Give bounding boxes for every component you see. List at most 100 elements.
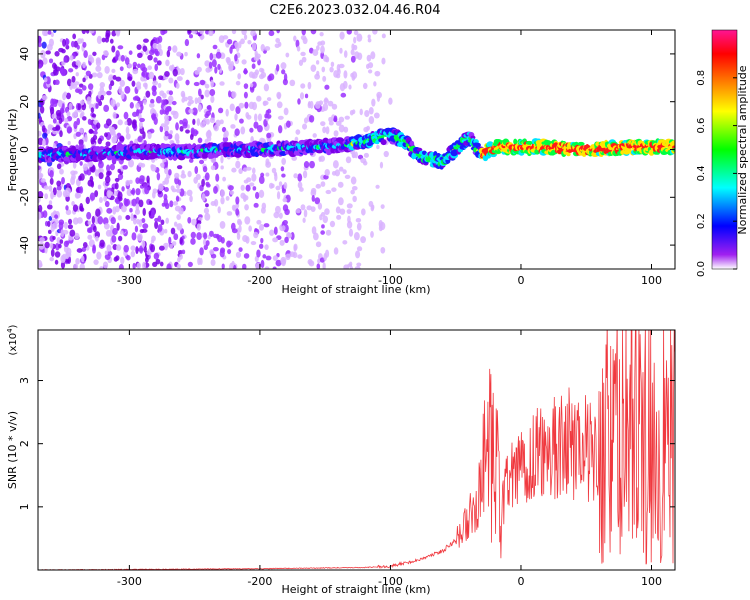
heatmap-cell [231, 228, 238, 234]
heatmap-cell [191, 218, 197, 226]
heatmap-cell [59, 168, 64, 175]
heatmap-cell [301, 30, 306, 36]
heatmap-cell [249, 182, 255, 187]
heatmap-cell [205, 110, 211, 116]
heatmap-cell [258, 189, 265, 198]
heatmap-cell [206, 118, 210, 125]
heatmap-cell [52, 236, 56, 241]
heatmap-cell [300, 83, 306, 89]
colorbar-label: Normalized spectral amplitude [736, 65, 749, 234]
heatmap-cell [342, 240, 348, 245]
heatmap-cell [256, 219, 262, 225]
heatmap-cell [197, 137, 203, 144]
heatmap-cell [179, 237, 183, 245]
heatmap-cell [115, 50, 120, 58]
heatmap-cell [164, 71, 170, 77]
heatmap-cell [209, 117, 216, 124]
heatmap-cell [211, 59, 217, 68]
heatmap-cell [54, 214, 59, 219]
bottom-x-axis-label: Height of straight line (km) [281, 583, 430, 596]
heatmap-cell [84, 133, 88, 143]
heatmap-cell [250, 30, 257, 37]
heatmap-cell [141, 218, 146, 224]
heatmap-cell [61, 48, 66, 54]
heatmap-cell [92, 225, 97, 233]
heatmap-cell [141, 228, 148, 233]
heatmap-cell [240, 38, 245, 45]
heatmap-cell [132, 96, 138, 101]
heatmap-cell [250, 241, 257, 246]
heatmap-cell [48, 185, 53, 192]
heatmap-cell [73, 170, 78, 175]
heatmap-cell [66, 126, 73, 134]
heatmap-cell [194, 97, 198, 105]
heatmap-cell [136, 262, 142, 269]
heatmap-cell [56, 163, 62, 170]
heatmap-cell [231, 91, 237, 99]
heatmap-cell [94, 169, 99, 177]
heatmap-cell [92, 244, 96, 251]
heatmap-cell [128, 159, 135, 168]
heatmap-cell [111, 68, 116, 74]
snr-series-line [38, 330, 675, 570]
heatmap-cell [155, 95, 162, 104]
heatmap-cell [185, 129, 190, 134]
heatmap-cell [117, 45, 124, 50]
heatmap-cell [118, 263, 124, 269]
heatmap-cell [43, 185, 49, 190]
heatmap-cell [253, 231, 259, 239]
heatmap-cell [266, 114, 272, 119]
heatmap-cell [164, 119, 170, 126]
heatmap-cell [168, 77, 174, 84]
heatmap-cell [324, 208, 330, 216]
x-tick-label: 100 [641, 274, 662, 287]
heatmap-cell [217, 63, 221, 70]
heatmap-cell [73, 263, 79, 269]
heatmap-cell [117, 119, 123, 126]
heatmap-cell [258, 73, 265, 80]
heatmap-cell [314, 197, 321, 205]
heatmap-cell [117, 235, 123, 242]
heatmap-cell [367, 38, 372, 43]
heatmap-cell [69, 229, 76, 237]
heatmap-cell [38, 204, 43, 213]
heatmap-cell [281, 157, 287, 165]
heatmap-cell [251, 173, 257, 182]
heatmap-cell [221, 263, 225, 269]
heatmap-cell [138, 162, 143, 168]
y-tick-label: 2 [18, 440, 31, 447]
heatmap-cell [49, 242, 54, 249]
heatmap-cell [204, 60, 211, 67]
heatmap-cell [131, 232, 137, 241]
heatmap-cell [93, 259, 99, 265]
heatmap-cell [349, 109, 354, 116]
heatmap-cell [210, 201, 217, 206]
heatmap-cell [231, 30, 237, 35]
heatmap-cell [176, 76, 183, 82]
heatmap-cell [253, 202, 259, 208]
bottom-x-axis: -300 -200 -100 0 100 [117, 330, 662, 588]
heatmap-cell [277, 92, 281, 100]
heatmap-cell [106, 207, 113, 214]
heatmap-cell [158, 75, 164, 81]
heatmap-cell [280, 256, 287, 265]
heatmap-cell [126, 117, 133, 126]
heatmap-cell [246, 177, 252, 183]
heatmap-cell [353, 44, 358, 51]
heatmap-cell [251, 63, 256, 69]
heatmap-cell [38, 165, 41, 171]
heatmap-cell [178, 207, 184, 215]
heatmap-cell [228, 63, 234, 70]
heatmap-cell [151, 235, 156, 242]
heatmap-cell [248, 101, 255, 110]
heatmap-cell [72, 33, 77, 40]
heatmap-cell [220, 236, 225, 244]
heatmap-cell [81, 246, 87, 252]
heatmap-cell [157, 223, 163, 232]
heatmap-cell [353, 30, 359, 36]
heatmap-cell [320, 121, 326, 127]
heatmap-cell [271, 167, 277, 174]
heatmap-cell [49, 256, 55, 262]
heatmap-cell [329, 220, 336, 228]
heatmap-cell [92, 134, 98, 141]
